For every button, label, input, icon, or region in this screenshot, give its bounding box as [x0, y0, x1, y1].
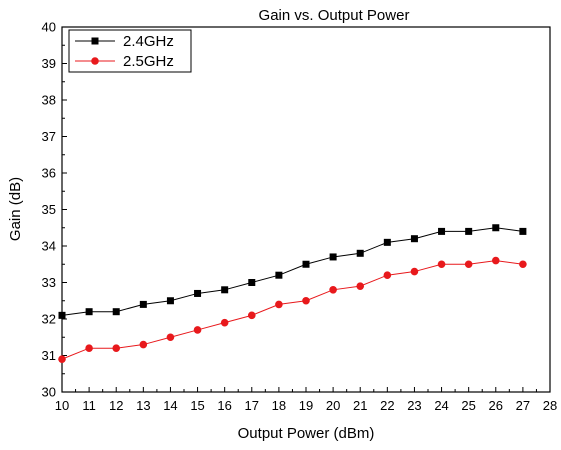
- chart-title: Gain vs. Output Power: [259, 7, 410, 24]
- y-tick-label: 35: [42, 202, 56, 217]
- data-point: [329, 253, 337, 261]
- data-point: [193, 326, 202, 334]
- data-point: [410, 235, 418, 243]
- y-tick-label: 32: [42, 312, 56, 327]
- data-point: [356, 249, 364, 257]
- legend-label: 2.4GHz: [123, 33, 174, 50]
- data-point: [519, 227, 527, 235]
- x-tick-label: 23: [407, 398, 421, 413]
- y-tick-label: 34: [42, 239, 56, 254]
- x-tick-label: 28: [543, 398, 557, 413]
- data-point: [275, 300, 283, 309]
- data-point: [85, 344, 93, 353]
- x-tick-label: 12: [109, 398, 123, 413]
- legend-label: 2.5GHz: [123, 53, 174, 70]
- data-point: [302, 296, 310, 305]
- data-point: [58, 355, 66, 363]
- x-tick-labels: 10 11 12 13 14 15 16 17 18 19 20 21 22 23 24 25 26 27 28: [55, 398, 557, 413]
- y-tick-labels: 30 31 32 33 34 35 36 37 38 39 40: [42, 20, 56, 400]
- series-2.4GHz: [58, 224, 527, 319]
- y-tick-label: 40: [42, 20, 56, 35]
- data-point: [275, 271, 283, 279]
- data-point: [329, 286, 337, 294]
- x-tick-label: 26: [489, 398, 503, 413]
- data-point: [139, 340, 148, 349]
- data-point: [465, 227, 473, 235]
- data-point: [356, 282, 365, 290]
- data-point: [112, 344, 121, 353]
- legend-marker: [91, 57, 99, 65]
- x-tick-label: 13: [136, 398, 150, 413]
- data-point: [220, 318, 229, 327]
- x-tick-label: 16: [217, 398, 231, 413]
- y-tick-label: 33: [42, 275, 56, 290]
- x-axis-title: Output Power (dBm): [238, 425, 375, 442]
- x-tick-label: 25: [461, 398, 475, 413]
- data-point: [302, 260, 310, 268]
- data-point: [166, 333, 175, 342]
- data-point: [437, 260, 446, 269]
- plot-area: [61, 26, 551, 393]
- legend-marker: [91, 37, 99, 45]
- data-point: [383, 271, 392, 280]
- data-point: [85, 308, 93, 316]
- data-point: [221, 286, 229, 294]
- x-tick-label: 18: [272, 398, 286, 413]
- data-point: [58, 311, 66, 319]
- series-line: [61, 260, 523, 360]
- y-axis-title: Gain (dB): [7, 177, 24, 241]
- y-tick-label: 30: [42, 385, 56, 400]
- data-point: [139, 300, 147, 308]
- x-tick-label: 21: [353, 398, 367, 413]
- y-tick-label: 38: [42, 93, 56, 108]
- y-tick-label: 37: [42, 129, 56, 144]
- data-point: [166, 297, 174, 305]
- series-2.5GHz: [58, 256, 527, 363]
- series-line: [61, 227, 523, 316]
- y-tick-label: 39: [42, 56, 56, 71]
- legend-box: [68, 29, 192, 73]
- data-point: [112, 308, 120, 316]
- x-tick-label: 15: [190, 398, 204, 413]
- x-tick-label: 24: [434, 398, 448, 413]
- data-point: [410, 267, 419, 276]
- data-point: [194, 289, 202, 297]
- x-tick-label: 11: [82, 398, 96, 413]
- y-tick-label: 36: [42, 166, 56, 181]
- x-tick-label: 22: [380, 398, 394, 413]
- data-point: [492, 224, 500, 232]
- legend: 2.4GHz 2.5GHz: [68, 29, 192, 73]
- y-tick-label: 31: [42, 348, 56, 363]
- x-tick-label: 19: [299, 398, 313, 413]
- data-point: [464, 260, 473, 269]
- x-tick-label: 10: [55, 398, 69, 413]
- data-point: [247, 311, 256, 320]
- data-point: [248, 279, 256, 286]
- axis-ticks: [61, 26, 551, 393]
- x-tick-label: 14: [163, 398, 177, 413]
- x-tick-label: 20: [326, 398, 340, 413]
- data-point: [383, 238, 391, 246]
- x-tick-label: 17: [245, 398, 259, 413]
- data-point: [519, 260, 527, 269]
- data-point: [491, 256, 500, 265]
- data-point: [438, 227, 446, 235]
- x-tick-label: 27: [516, 398, 530, 413]
- series-layer: [58, 224, 527, 363]
